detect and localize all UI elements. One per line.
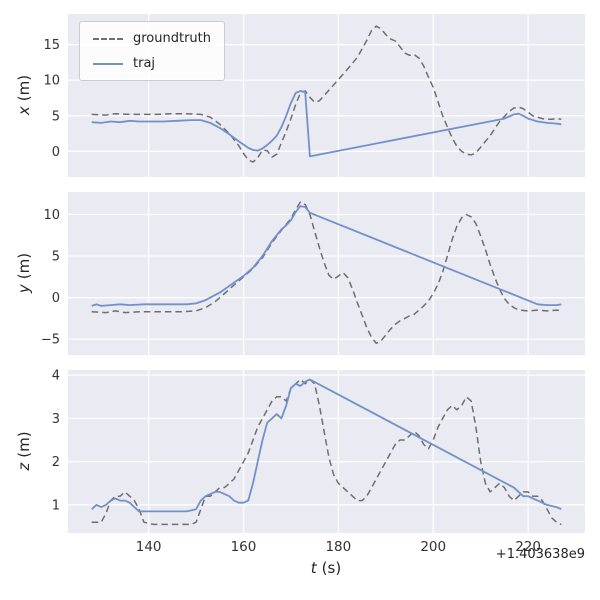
axis-offset-text: +1.403638e9	[495, 547, 585, 562]
y-tick-label: 5	[52, 250, 60, 265]
legend: groundtruth traj	[79, 21, 226, 81]
y-axis-label-y: y (m)	[15, 253, 33, 293]
x-axis-label-var: t	[310, 559, 317, 577]
y-axis-label-var: x	[15, 106, 33, 116]
groundtruth-line	[91, 378, 562, 526]
y-tick-label: 10	[43, 208, 60, 223]
y-axis-label-var: y	[15, 284, 33, 294]
y-tick-label: 15	[43, 38, 60, 53]
y-tick-label: −5	[41, 333, 60, 348]
plot-panel	[68, 192, 585, 355]
legend-item-traj: traj	[93, 56, 211, 71]
y-axis-label-unit: (m)	[15, 252, 33, 280]
x-axis-label: t (s)	[311, 559, 341, 577]
traj-line-sample	[93, 62, 123, 65]
y-axis-label-z: z (m)	[15, 431, 33, 470]
x-tick-label: 180	[325, 539, 351, 555]
y-tick-label: 3	[52, 412, 60, 427]
y-tick-label: 2	[52, 455, 60, 470]
y-tick-label: 5	[52, 109, 60, 124]
y-axis-label-var: z	[15, 462, 33, 471]
y-tick-label: 10	[43, 74, 60, 89]
traj-line	[91, 378, 562, 513]
x-tick-label: 140	[136, 539, 162, 555]
plot-panel	[68, 370, 585, 533]
x-tick-label: 160	[231, 539, 257, 555]
groundtruth-line	[91, 25, 562, 163]
groundtruth-line	[91, 201, 562, 345]
x-tick-label: 200	[420, 539, 446, 555]
y-axis-label-unit: (m)	[15, 431, 33, 458]
y-tick-label: 0	[52, 145, 60, 160]
legend-item-groundtruth: groundtruth	[93, 31, 211, 46]
y-tick-label: 0	[52, 291, 60, 306]
groundtruth-line-sample	[93, 37, 123, 40]
y-axis-label-x: x (m)	[15, 75, 33, 115]
traj-line	[91, 90, 562, 158]
legend-label-traj: traj	[133, 56, 156, 71]
traj-line	[91, 205, 562, 307]
x-tick-label: 220	[515, 539, 541, 555]
legend-label-groundtruth: groundtruth	[133, 31, 212, 46]
y-axis-label-unit: (m)	[15, 74, 33, 102]
x-axis-label-unit: (s)	[321, 559, 342, 577]
y-tick-label: 4	[52, 369, 60, 384]
y-tick-label: 1	[52, 498, 60, 513]
